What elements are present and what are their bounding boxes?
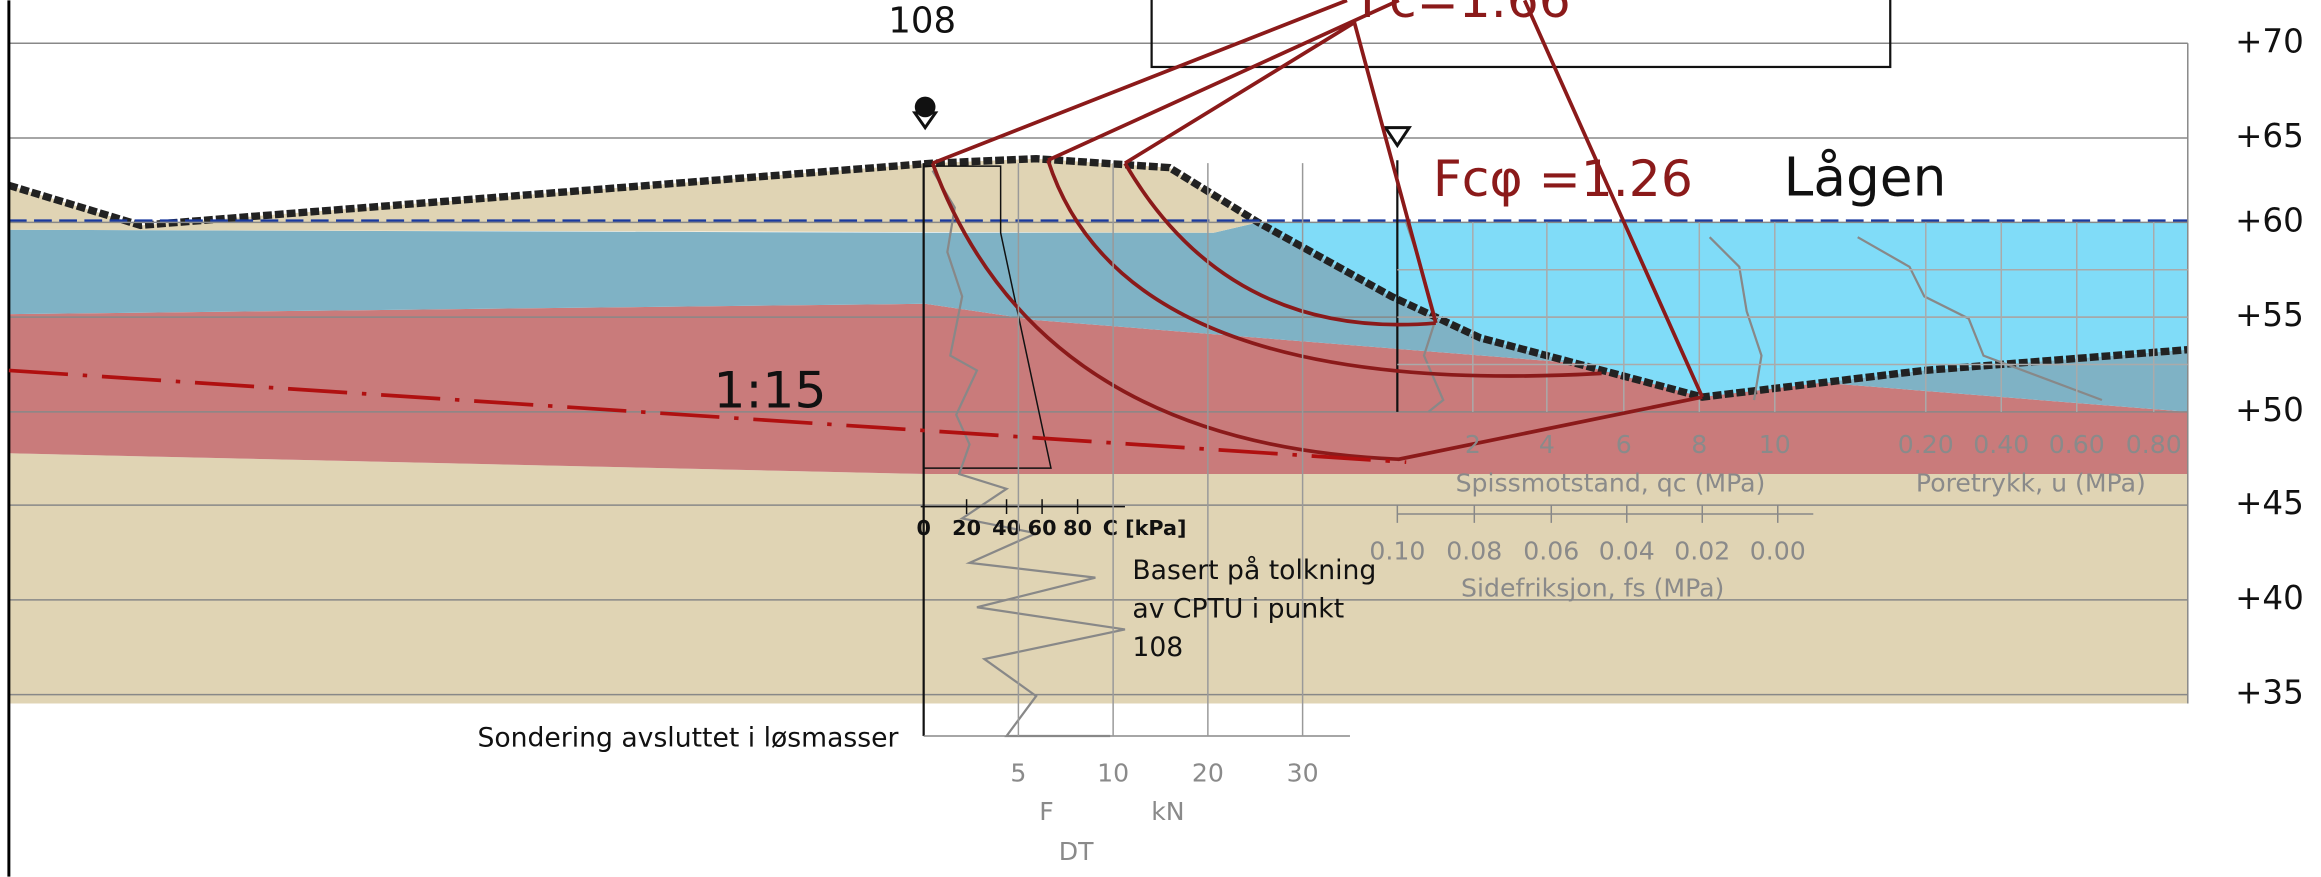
fs-tick: 0.06 (1523, 536, 1579, 565)
fc-phi-label: Fcφ =1.26 (1433, 149, 1693, 208)
river-label: Lågen (1784, 147, 1947, 209)
dt-tick: 20 (1192, 759, 1224, 788)
elevation-label: +70 (2235, 22, 2304, 60)
elevation-label: +45 (2235, 484, 2304, 522)
u-tick: 0.40 (1973, 430, 2029, 459)
bottom-soil (9, 453, 2188, 703)
dt-unit: F (1039, 797, 1053, 826)
fs-tick: 0.02 (1674, 536, 1730, 565)
c-tick: 0 (916, 516, 930, 540)
cross-section: 108 Fc=1.66 Fcφ =1.26 Lågen 1:15 Spissmo… (0, 0, 2321, 877)
page: {"header": {"point_label": "108", "fc_to… (0, 0, 2321, 877)
u-tick: 0.60 (2049, 430, 2105, 459)
qc-tick: 10 (1759, 430, 1791, 459)
qc-tick: 6 (1616, 430, 1632, 459)
qc-tick: 4 (1539, 430, 1555, 459)
fs-tick: 0.04 (1599, 536, 1655, 565)
fs-axis-label: Sidefriksjon, fs (MPa) (1461, 573, 1724, 602)
fs-tick: 0.10 (1369, 536, 1425, 565)
fc-label: Fc=1.66 (1360, 0, 1571, 29)
c-tick: 40 (992, 516, 1021, 540)
qc-axis-label: Spissmotstand, qc (MPa) (1456, 468, 1766, 497)
dt-unit: kN (1151, 797, 1184, 826)
fs-tick: 0.00 (1750, 536, 1806, 565)
elevation-label: +60 (2235, 201, 2304, 239)
dt-title: DT (1059, 837, 1094, 866)
u-tick: 0.80 (2126, 430, 2182, 459)
dt-tick: 30 (1287, 759, 1319, 788)
c-axis-label: C [kPa] (1103, 516, 1187, 540)
point-label: 108 (888, 1, 956, 42)
end-note: Sondering avsluttet i løsmasser (477, 722, 898, 753)
elevation-label: +50 (2235, 391, 2304, 429)
note-line: av CPTU i punkt (1132, 594, 1344, 625)
u-axis-label: Poretrykk, u (MPa) (1916, 468, 2146, 497)
note-line: Basert på tolkning (1132, 555, 1376, 586)
dt-tick: 10 (1097, 759, 1129, 788)
qc-tick: 8 (1691, 430, 1707, 459)
c-tick: 60 (1028, 516, 1057, 540)
elevation-label: +35 (2235, 674, 2304, 712)
slope-label: 1:15 (713, 361, 826, 420)
point-marker (915, 97, 936, 118)
c-tick: 20 (952, 516, 981, 540)
fs-tick: 0.08 (1446, 536, 1502, 565)
elevation-label: +55 (2235, 296, 2304, 334)
u-tick: 0.20 (1898, 430, 1954, 459)
dt-tick: 5 (1010, 759, 1026, 788)
elevation-label: +40 (2235, 579, 2304, 617)
qc-tick: 2 (1465, 430, 1481, 459)
c-tick: 80 (1063, 516, 1092, 540)
elevation-label: +65 (2235, 117, 2304, 155)
note-line: 108 (1132, 632, 1183, 663)
